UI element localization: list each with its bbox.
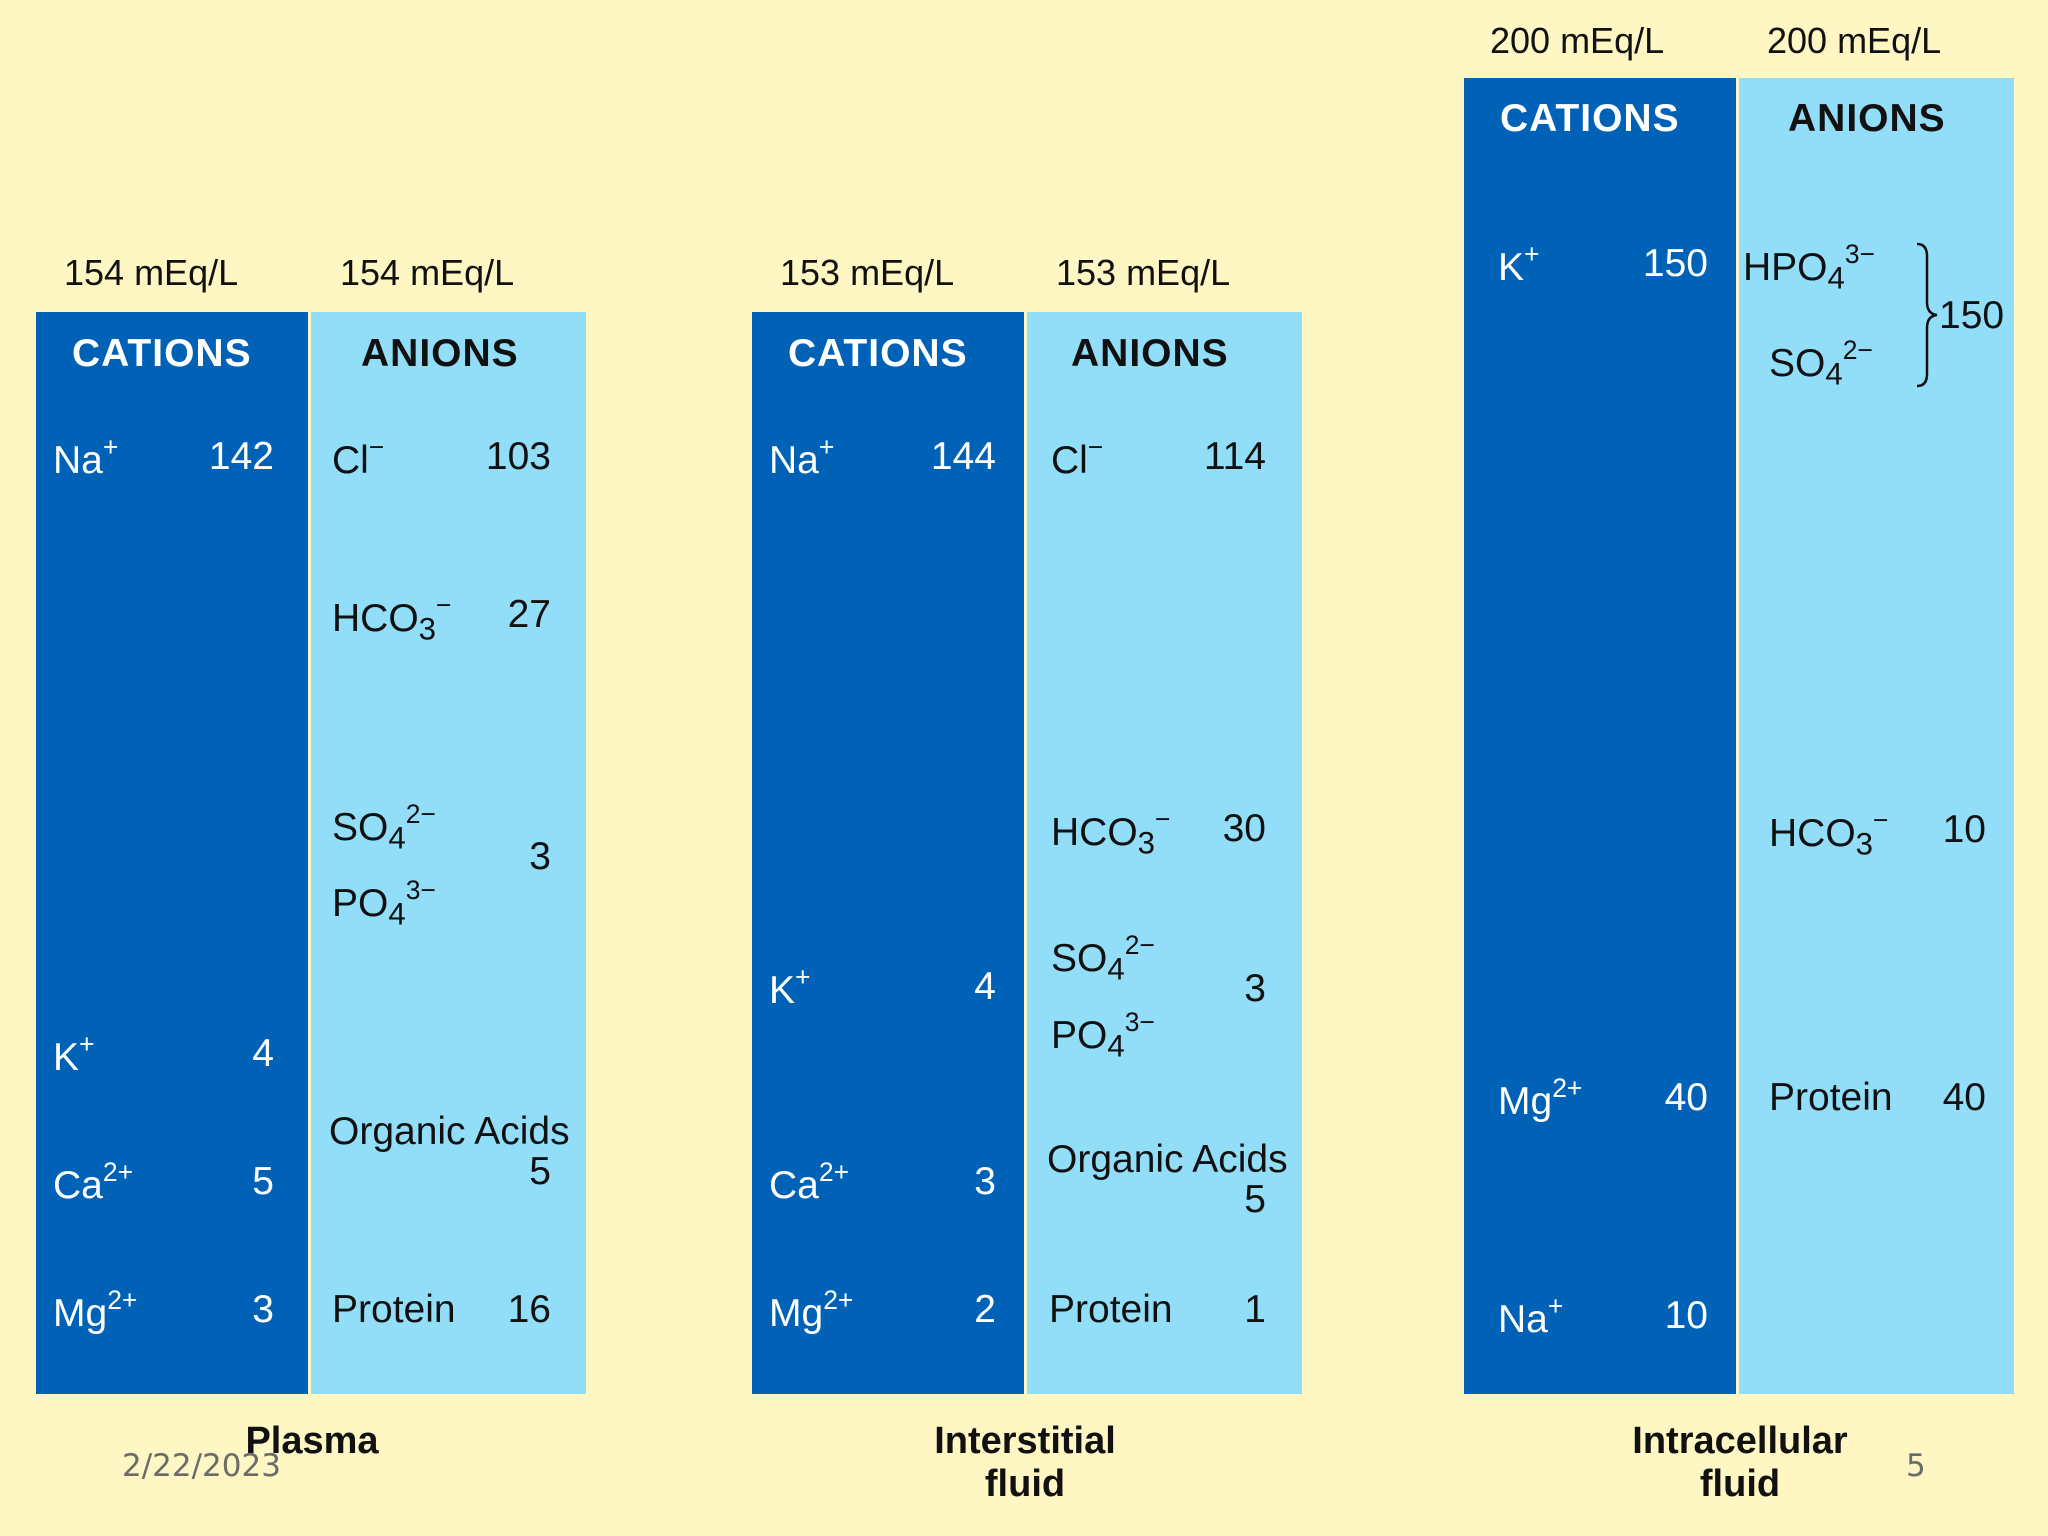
plasma-organic-acids-ion: Organic Acids bbox=[329, 1110, 570, 1153]
intracellular-cations-header: CATIONS bbox=[1500, 97, 1680, 140]
interstitial-po4-ion: PO43− bbox=[1051, 1006, 1155, 1064]
plasma-organic-acids-value: 5 bbox=[529, 1150, 551, 1193]
intracellular-hpo4-ion: HPO43− bbox=[1743, 238, 1876, 296]
plasma-cations-total: 154 mEq/L bbox=[64, 252, 239, 293]
intracellular-protein-ion: Protein bbox=[1769, 1076, 1893, 1119]
interstitial-anions-column: ANIONS Cl− 114 HCO3− 30 SO42− PO43− 3 Or… bbox=[1027, 312, 1302, 1394]
plasma-cl-value: 103 bbox=[485, 435, 551, 478]
intracellular-na-ion: Na+ bbox=[1498, 1290, 1564, 1341]
intracellular-hpo4-so4-value: 150 bbox=[1939, 294, 2005, 337]
interstitial-label: Interstitial fluid bbox=[900, 1420, 1150, 1505]
interstitial-mg-value: 2 bbox=[974, 1288, 996, 1331]
plasma-mg-value: 3 bbox=[252, 1288, 274, 1331]
interstitial-na-value: 144 bbox=[930, 435, 996, 478]
plasma-cations-header: CATIONS bbox=[72, 332, 252, 375]
intracellular-hco3-value: 10 bbox=[1942, 808, 1986, 851]
intracellular-so4-ion: SO42− bbox=[1769, 334, 1873, 392]
intracellular-cations-total: 200 mEq/L bbox=[1490, 20, 1665, 61]
interstitial-protein-value: 1 bbox=[1244, 1288, 1266, 1331]
slide-date: 2/22/2023 bbox=[122, 1448, 281, 1484]
plasma-label: Plasma bbox=[245, 1420, 379, 1462]
interstitial-ca-value: 3 bbox=[974, 1160, 996, 1203]
intracellular-k-ion: K+ bbox=[1498, 238, 1540, 289]
plasma-k-value: 4 bbox=[252, 1032, 274, 1075]
interstitial-anions-total: 153 mEq/L bbox=[1056, 252, 1231, 293]
plasma-so4-po4-value: 3 bbox=[529, 835, 551, 878]
plasma-anions-total: 154 mEq/L bbox=[340, 252, 515, 293]
interstitial-so4-po4-value: 3 bbox=[1244, 967, 1266, 1010]
intracellular-anions-column: ANIONS HPO43− SO42− 150 HCO3− 10 Protein… bbox=[1739, 78, 2014, 1394]
interstitial-mg-ion: Mg2+ bbox=[769, 1284, 854, 1335]
plasma-ca-ion: Ca2+ bbox=[53, 1156, 134, 1207]
plasma-anions-header: ANIONS bbox=[361, 332, 519, 375]
intracellular-hco3-ion: HCO3− bbox=[1769, 804, 1889, 862]
interstitial-protein-ion: Protein bbox=[1049, 1288, 1173, 1331]
interstitial-hco3-ion: HCO3− bbox=[1051, 803, 1171, 861]
intracellular-protein-value: 40 bbox=[1942, 1076, 1986, 1119]
interstitial-label-line2: fluid bbox=[984, 1462, 1066, 1505]
plasma-protein-ion: Protein bbox=[332, 1288, 456, 1331]
plasma-k-ion: K+ bbox=[53, 1028, 95, 1079]
interstitial-cl-ion: Cl− bbox=[1051, 431, 1104, 482]
interstitial-na-ion: Na+ bbox=[769, 431, 835, 482]
interstitial-organic-acids-ion: Organic Acids bbox=[1047, 1138, 1288, 1181]
intracellular-cations-column: CATIONS K+ 150 Mg2+ 40 Na+ 10 bbox=[1464, 78, 1736, 1394]
plasma-mg-ion: Mg2+ bbox=[53, 1284, 138, 1335]
interstitial-cations-column: CATIONS Na+ 144 K+ 4 Ca2+ 3 Mg2+ 2 bbox=[752, 312, 1024, 1394]
plasma-protein-value: 16 bbox=[507, 1288, 551, 1331]
interstitial-so4-ion: SO42− bbox=[1051, 929, 1155, 987]
plasma-na-ion: Na+ bbox=[53, 431, 119, 482]
intracellular-mg-ion: Mg2+ bbox=[1498, 1072, 1583, 1123]
interstitial-cl-value: 114 bbox=[1203, 435, 1266, 478]
plasma-ca-value: 5 bbox=[252, 1160, 274, 1203]
plasma-hco3-ion: HCO3− bbox=[332, 589, 452, 647]
slide-number: 5 bbox=[1906, 1448, 1926, 1484]
interstitial-hco3-value: 30 bbox=[1222, 807, 1266, 850]
plasma-na-value: 142 bbox=[208, 435, 274, 478]
intracellular-k-value: 150 bbox=[1642, 242, 1708, 285]
interstitial-anions-header: ANIONS bbox=[1071, 332, 1229, 375]
plasma-cations-column: CATIONS Na+ 142 K+ 4 Ca2+ 5 Mg2+ 3 bbox=[36, 312, 308, 1394]
interstitial-cations-header: CATIONS bbox=[788, 332, 968, 375]
brace-icon bbox=[1916, 242, 1938, 388]
interstitial-organic-acids-value: 5 bbox=[1244, 1178, 1266, 1221]
interstitial-k-ion: K+ bbox=[769, 961, 811, 1012]
intracellular-label-line1: Intracellular bbox=[1632, 1420, 1848, 1462]
plasma-hco3-value: 27 bbox=[507, 593, 551, 636]
intracellular-anions-total: 200 mEq/L bbox=[1767, 20, 1942, 61]
plasma-cl-ion: Cl− bbox=[332, 431, 385, 482]
interstitial-label-line1: Interstitial bbox=[934, 1420, 1116, 1462]
plasma-anions-column: ANIONS Cl− 103 HCO3− 27 SO42− PO43− 3 Or… bbox=[311, 312, 586, 1394]
intracellular-label-line2: fluid bbox=[1699, 1462, 1781, 1505]
plasma-so4-ion: SO42− bbox=[332, 798, 436, 856]
interstitial-cations-total: 153 mEq/L bbox=[780, 252, 955, 293]
plasma-po4-ion: PO43− bbox=[332, 874, 436, 932]
interstitial-k-value: 4 bbox=[974, 965, 996, 1008]
intracellular-label: Intracellular fluid bbox=[1600, 1420, 1880, 1505]
interstitial-ca-ion: Ca2+ bbox=[769, 1156, 850, 1207]
intracellular-mg-value: 40 bbox=[1664, 1076, 1708, 1119]
intracellular-na-value: 10 bbox=[1664, 1294, 1708, 1337]
intracellular-anions-header: ANIONS bbox=[1788, 97, 1946, 140]
